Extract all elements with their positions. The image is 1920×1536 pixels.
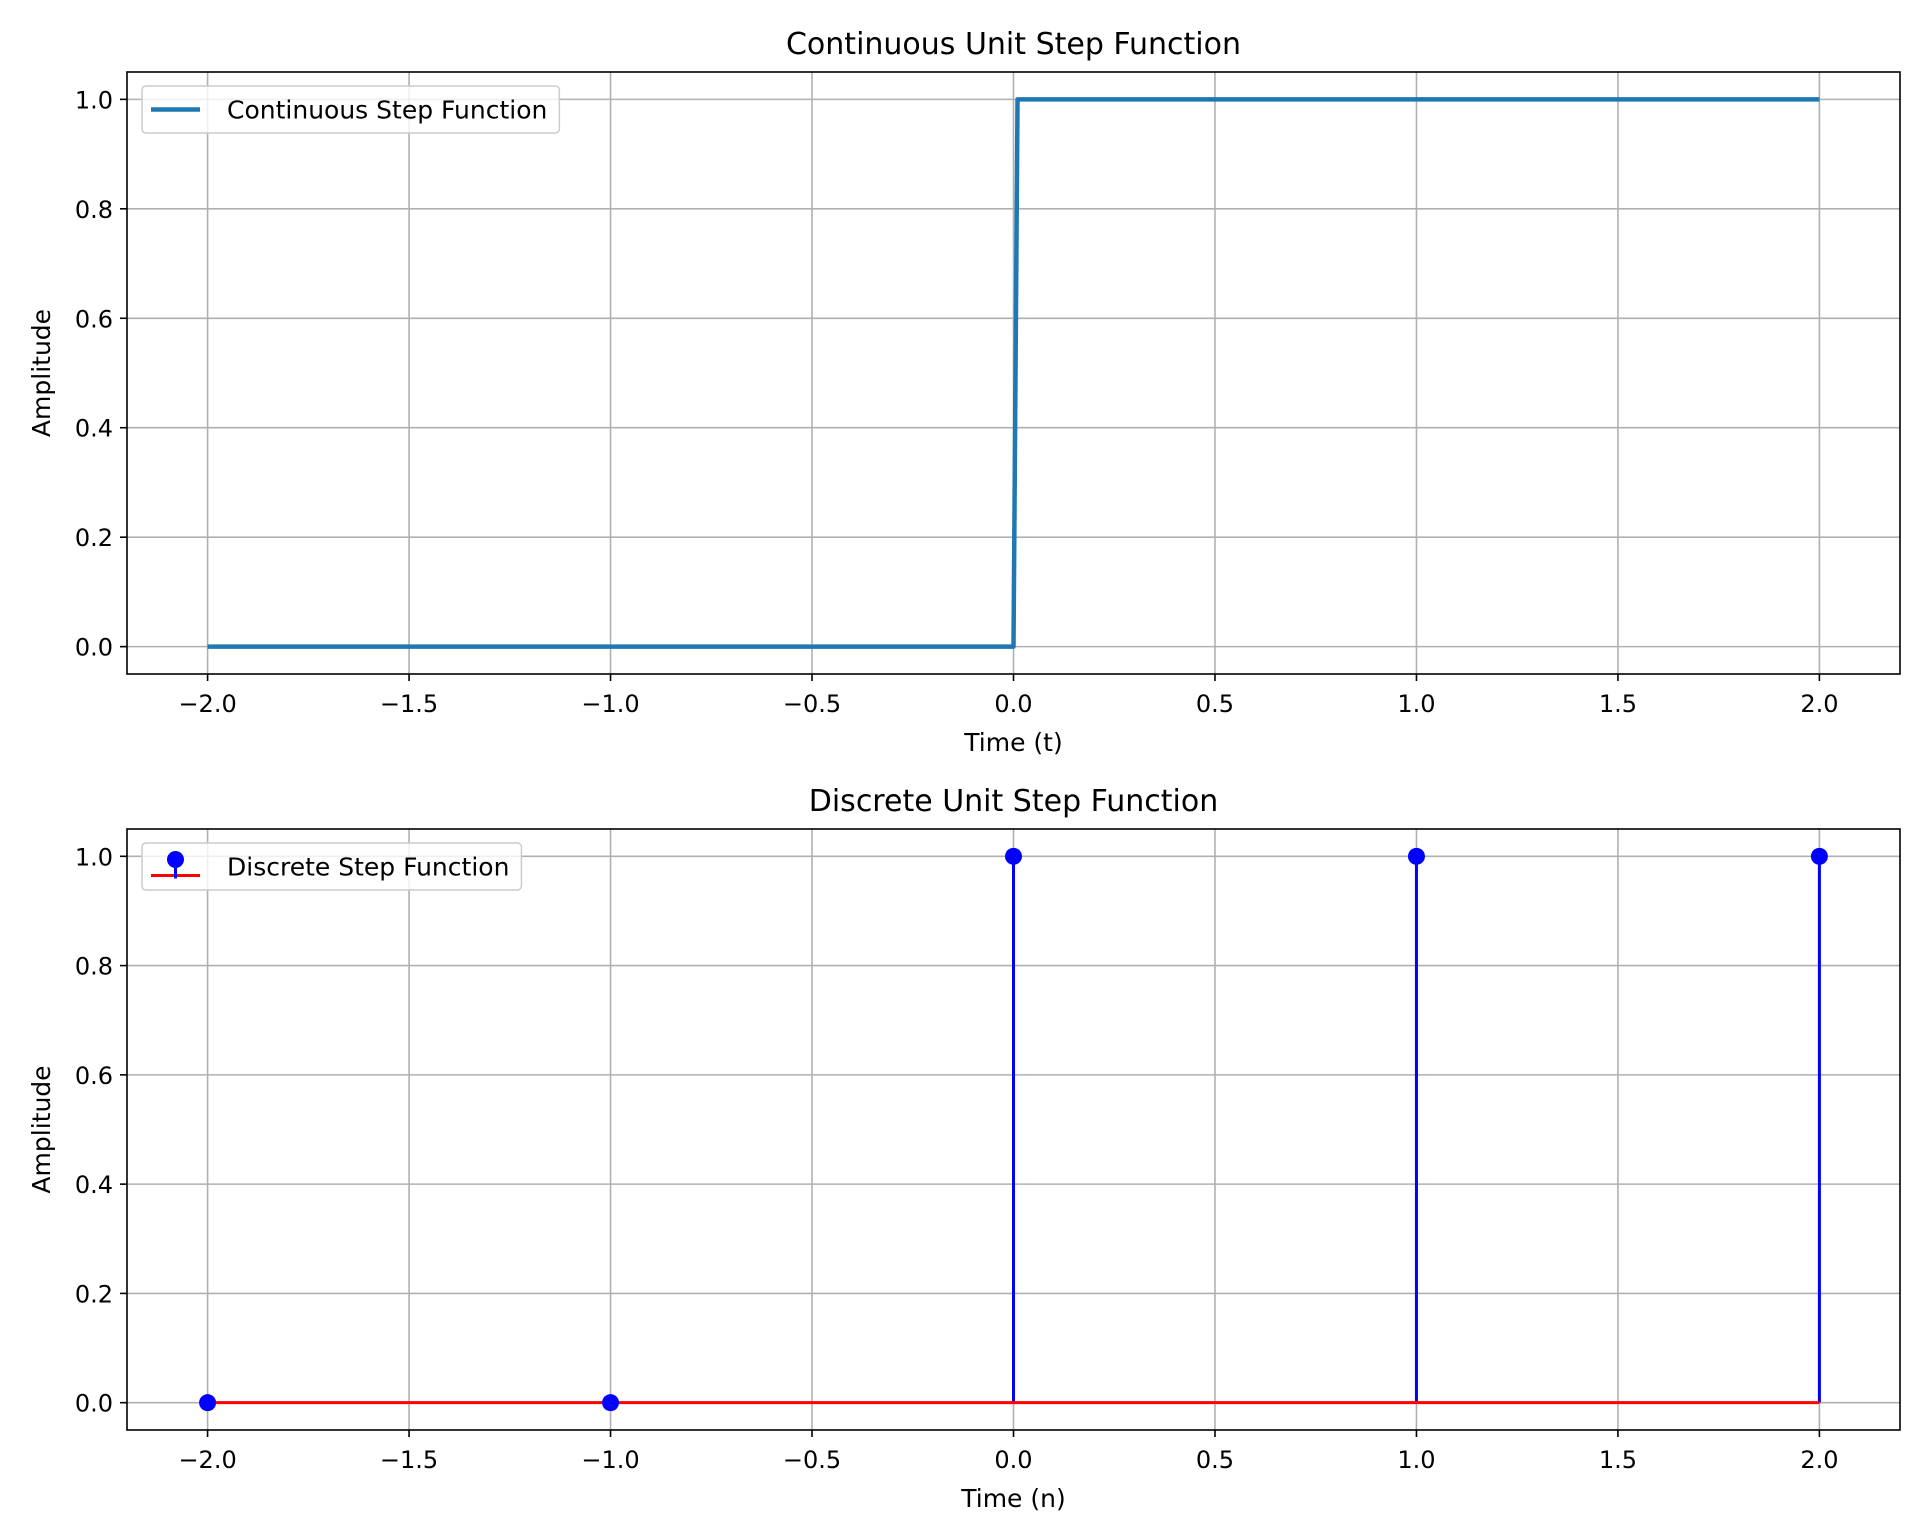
legend-entry-label: Discrete Step Function xyxy=(227,853,509,882)
y-tick-label: 0.6 xyxy=(75,305,113,333)
stem-marker xyxy=(1810,847,1828,865)
x-tick-label: −1.5 xyxy=(380,690,438,718)
legend: Discrete Step Function xyxy=(141,842,523,891)
x-tick-label: −2.0 xyxy=(178,1446,236,1474)
x-tick-label: 1.5 xyxy=(1599,1446,1637,1474)
x-tick-label: −0.5 xyxy=(783,1446,841,1474)
chart-continuous: −2.0 −1.5 −1.0 −0.5 0.0 0.5 1.0 1.5 2.0 0.0 0.2 0.4… xyxy=(27,27,1901,757)
y-tick-label: 1.0 xyxy=(75,843,113,871)
x-axis-label: Time (t) xyxy=(963,728,1062,757)
chart-title: Discrete Unit Step Function xyxy=(809,784,1219,819)
stem-marker xyxy=(1407,847,1425,865)
x-tick-label: 0.5 xyxy=(1196,690,1234,718)
series-line xyxy=(207,97,1820,649)
plot-area xyxy=(199,847,1828,1412)
x-tick-label: −1.0 xyxy=(581,1446,639,1474)
axis-ticks: −2.0 −1.5 −1.0 −0.5 0.0 0.5 1.0 1.5 2.0 0.0 0.2 0.4… xyxy=(75,843,1839,1474)
x-tick-label: 0.0 xyxy=(994,1446,1032,1474)
legend-entry-label: Continuous Step Function xyxy=(227,96,547,125)
x-tick-label: 0.5 xyxy=(1196,1446,1234,1474)
y-tick-label: 0.4 xyxy=(75,415,113,443)
x-tick-label: 0.0 xyxy=(994,690,1032,718)
x-tick-label: 2.0 xyxy=(1800,690,1838,718)
x-tick-label: 1.5 xyxy=(1599,690,1637,718)
legend-marker-swatch xyxy=(167,851,184,868)
y-tick-label: 0.0 xyxy=(75,634,113,662)
x-tick-label: −1.0 xyxy=(581,690,639,718)
x-tick-label: 1.0 xyxy=(1397,690,1435,718)
x-tick-label: −2.0 xyxy=(178,690,236,718)
stem-marker xyxy=(1005,847,1022,865)
chart-title: Continuous Unit Step Function xyxy=(786,27,1241,62)
stem-marker xyxy=(199,1394,217,1412)
y-tick-label: 0.6 xyxy=(75,1062,113,1090)
grid xyxy=(127,72,1900,674)
x-tick-label: −0.5 xyxy=(783,690,841,718)
y-tick-label: 0.8 xyxy=(75,953,113,981)
y-tick-label: 0.8 xyxy=(75,196,113,224)
legend: Continuous Step Function xyxy=(141,85,561,134)
axis-ticks: −2.0 −1.5 −1.0 −0.5 0.0 0.5 1.0 1.5 2.0 0.0 0.2 0.4… xyxy=(75,86,1839,718)
x-axis-label: Time (n) xyxy=(960,1484,1065,1513)
x-tick-label: 2.0 xyxy=(1800,1446,1838,1474)
legend-box xyxy=(141,842,523,891)
legend-box xyxy=(141,85,561,134)
stem-marker xyxy=(602,1394,620,1412)
y-tick-label: 0.0 xyxy=(75,1390,113,1418)
y-tick-label: 0.2 xyxy=(75,1280,113,1308)
y-tick-label: 0.2 xyxy=(75,524,113,552)
legend-swatch xyxy=(151,851,200,879)
x-tick-label: 1.0 xyxy=(1397,1446,1435,1474)
y-tick-label: 0.4 xyxy=(75,1171,113,1199)
chart-discrete: −2.0 −1.5 −1.0 −0.5 0.0 0.5 1.0 1.5 2.0 0.0 0.2 0.4… xyxy=(27,784,1901,1513)
y-axis-label: Amplitude xyxy=(27,1065,56,1193)
y-axis-label: Amplitude xyxy=(27,309,56,437)
plot-area xyxy=(207,97,1820,649)
x-tick-label: −1.5 xyxy=(380,1446,438,1474)
y-tick-label: 1.0 xyxy=(75,86,113,114)
